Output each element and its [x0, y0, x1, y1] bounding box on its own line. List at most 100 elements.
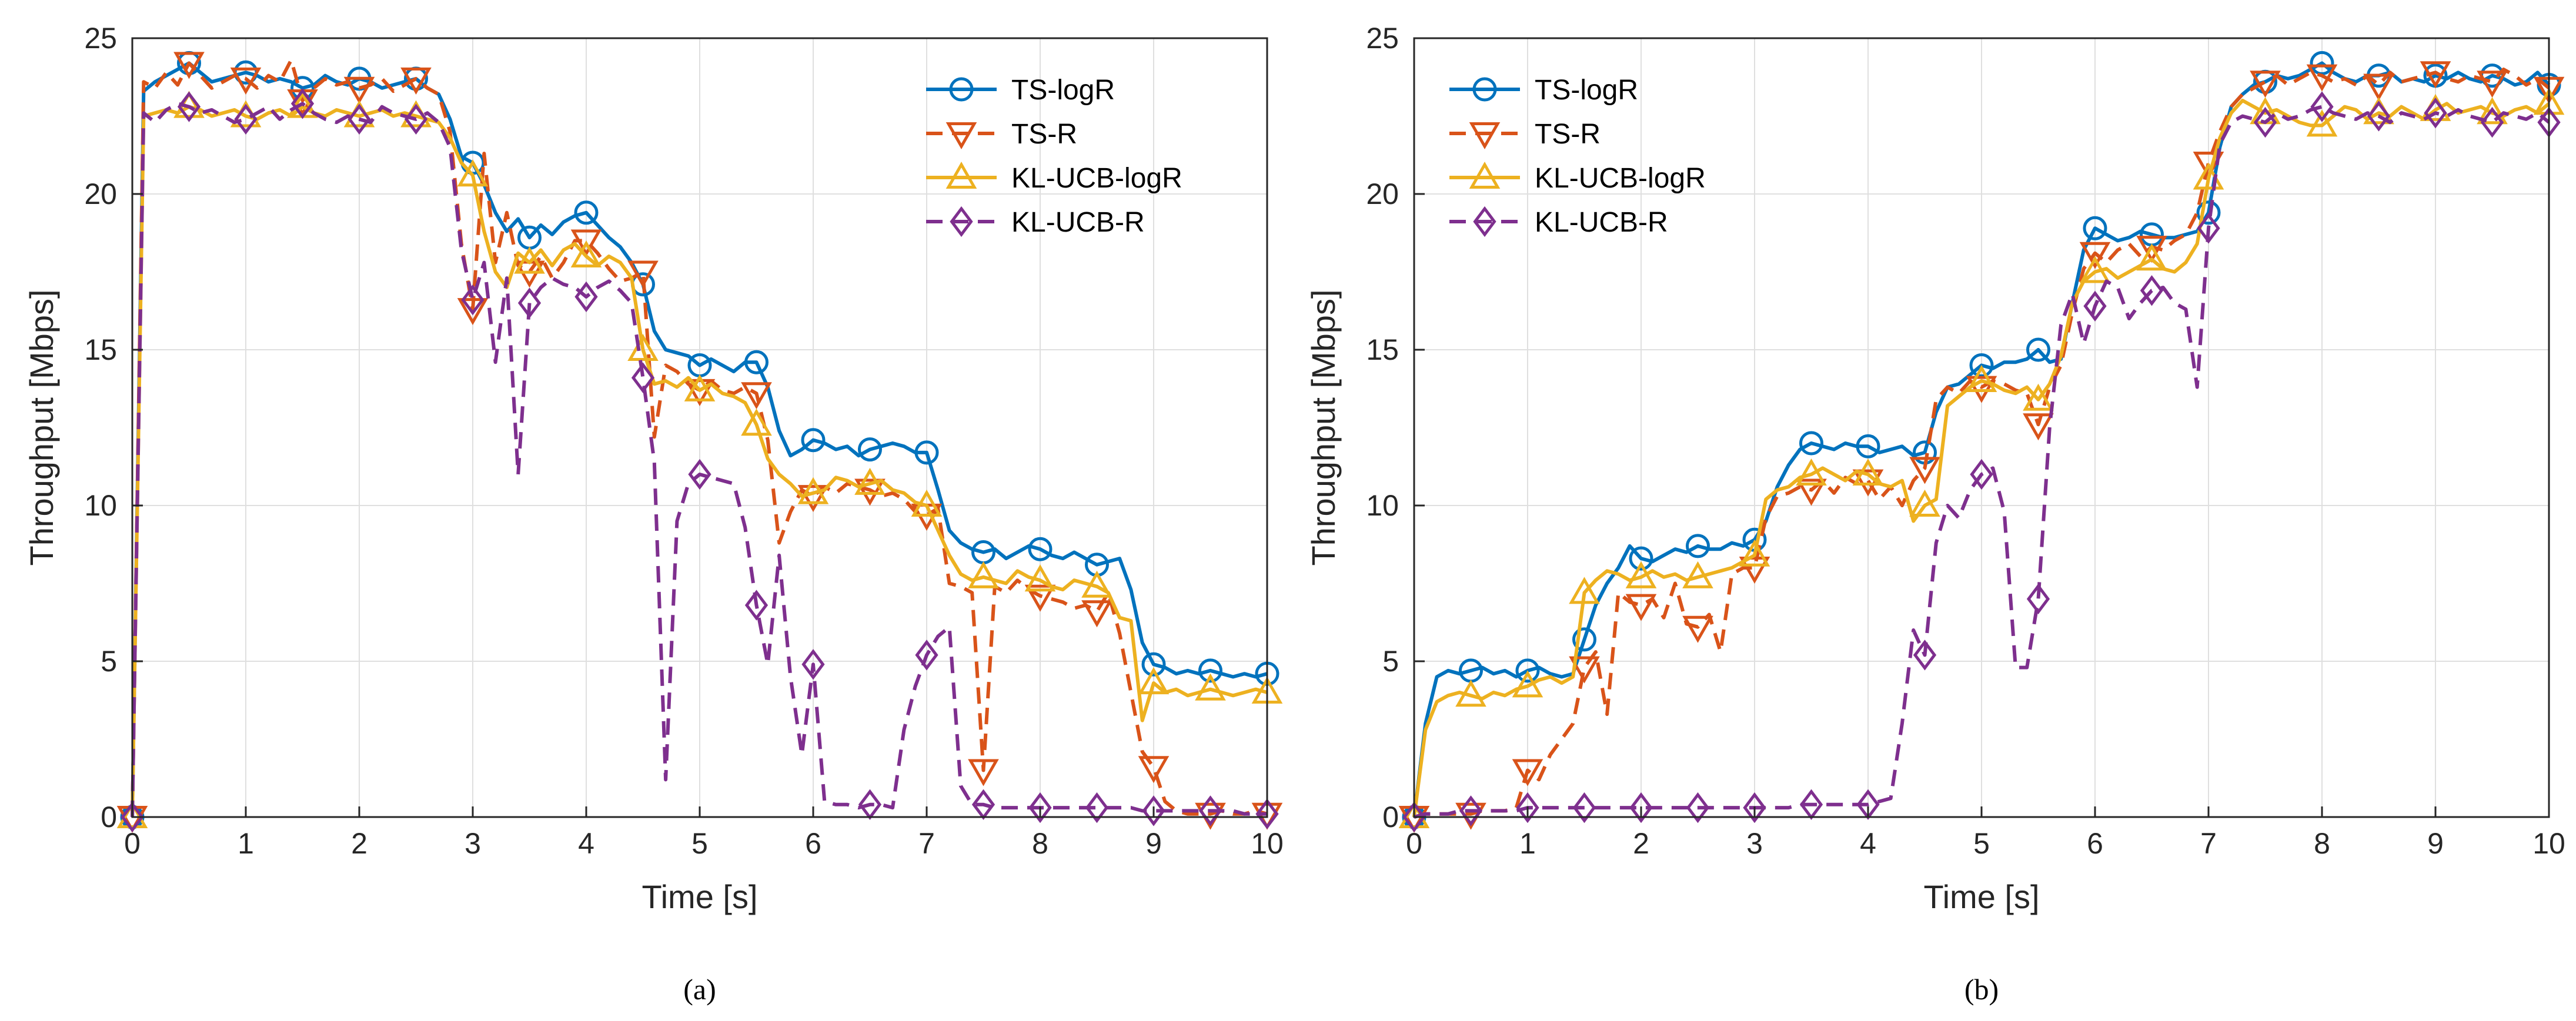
data-point-kl-ucb-r: [1572, 792, 1596, 824]
data-point-ts-logr: [858, 437, 882, 462]
legend-entry: KL-UCB-R: [1535, 207, 1668, 238]
data-point-kl-ucb-r: [2424, 98, 2447, 129]
data-point-kl-ucb-logr: [684, 374, 716, 401]
data-point-ts-logr: [2310, 51, 2334, 75]
data-point-ts-r: [2136, 236, 2167, 263]
x-tick-label: 7: [918, 827, 935, 860]
data-point-ts-r: [1024, 584, 1056, 612]
data-point-ts-logr: [574, 200, 599, 225]
data-point-ts-r: [1625, 594, 1657, 621]
y-tick-label: 20: [84, 178, 117, 210]
data-point-kl-ucb-r: [2480, 106, 2504, 138]
data-point-kl-ucb-logr: [627, 333, 659, 361]
data-point-ts-r: [854, 478, 886, 506]
data-point-kl-ucb-logr: [2136, 243, 2167, 271]
data-point-ts-logr: [914, 440, 939, 465]
data-point-kl-ucb-logr: [457, 159, 489, 187]
data-point-ts-r: [684, 379, 716, 406]
data-point-kl-ucb-logr: [1024, 564, 1056, 592]
data-point-kl-ucb-logr: [1682, 561, 1713, 588]
data-point-ts-r: [968, 759, 999, 786]
caption-b: (b): [1964, 973, 1999, 1006]
series-line-kl-ucb-logr: [131, 105, 1268, 818]
data-point-ts-r: [230, 67, 262, 95]
series-line-ts-logr: [131, 61, 1268, 818]
data-point-kl-ucb-logr: [1569, 577, 1600, 604]
y-tick-label: 5: [101, 645, 117, 678]
x-tick-label: 8: [2314, 827, 2330, 860]
x-tick-label: 2: [351, 827, 367, 860]
caption-a: (a): [683, 973, 716, 1006]
data-point-ts-logr: [1198, 658, 1222, 683]
data-point-ts-r: [1909, 457, 1940, 484]
legend-marker: [1472, 77, 1497, 102]
data-point-kl-ucb-r: [915, 640, 938, 671]
data-point-ts-r: [741, 382, 772, 410]
x-tick-label: 10: [1251, 827, 1284, 860]
data-point-kl-ucb-r: [2026, 583, 2050, 615]
data-point-kl-ucb-r: [290, 88, 315, 119]
x-tick-label: 9: [1145, 827, 1162, 860]
series-line-kl-ucb-r: [1414, 105, 2550, 819]
series-line-ts-r: [1414, 68, 2550, 819]
series-group-a: [116, 51, 1283, 833]
data-point-kl-ucb-logr: [1455, 679, 1486, 707]
x-tick-label: 0: [124, 827, 141, 860]
data-point-kl-ucb-r: [631, 362, 655, 393]
legend-marker: [1473, 206, 1496, 237]
data-point-kl-ucb-r: [2367, 101, 2391, 132]
data-point-ts-r: [570, 229, 602, 257]
data-point-ts-r: [1852, 469, 1884, 497]
ticks-b: 0 1 2 3 4 5 6 7 8 9 10 0 5 10 15 20 25: [1366, 22, 2565, 860]
y-tick-label: 0: [1382, 801, 1399, 833]
data-point-ts-r: [1512, 759, 1543, 786]
data-point-ts-r: [1796, 478, 1827, 506]
data-point-kl-ucb-r: [1743, 792, 1766, 824]
y-tick-label: 10: [1366, 489, 1399, 522]
x-tick-label: 9: [2427, 827, 2444, 860]
data-point-ts-r: [2420, 61, 2451, 89]
data-point-ts-r: [2023, 413, 2054, 441]
data-point-kl-ucb-r: [2310, 91, 2334, 122]
data-point-ts-r: [2306, 64, 2338, 92]
x-tick-label: 6: [2087, 827, 2103, 860]
data-point-kl-ucb-r: [1686, 792, 1710, 824]
legend-marker: [949, 77, 974, 102]
x-tick-label: 2: [1633, 827, 1649, 860]
data-point-kl-ucb-logr: [1138, 667, 1170, 695]
data-point-kl-ucb-r: [1198, 795, 1222, 826]
data-point-kl-ucb-r: [2253, 106, 2277, 138]
data-point-ts-logr: [1686, 534, 1710, 558]
data-point-ts-r: [343, 76, 375, 104]
x-tick-label: 3: [1746, 827, 1763, 860]
legend-marker: [945, 161, 977, 189]
x-tick-label: 1: [238, 827, 254, 860]
x-tick-label: 3: [465, 827, 481, 860]
y-tick-label: 15: [1366, 333, 1399, 366]
data-point-kl-ucb-logr: [570, 240, 602, 267]
data-point-kl-ucb-r: [1913, 640, 1937, 671]
legend-entry: TS-logR: [1535, 75, 1638, 106]
data-point-kl-ucb-logr: [1739, 539, 1770, 567]
data-point-ts-logr: [1629, 546, 1653, 571]
data-point-ts-logr: [744, 350, 769, 374]
data-point-ts-r: [1138, 756, 1170, 784]
x-tick-label: 1: [1519, 827, 1536, 860]
series-line-kl-ucb-r: [131, 102, 1267, 818]
x-tick-label: 5: [691, 827, 708, 860]
legend-entry: KL-UCB-R: [1011, 207, 1145, 238]
legend-entry: TS-logR: [1011, 75, 1115, 106]
data-point-kl-ucb-logr: [1796, 458, 1827, 486]
data-point-kl-ucb-r: [801, 649, 825, 680]
data-point-ts-r: [2079, 242, 2111, 269]
data-point-ts-logr: [1969, 353, 1994, 377]
data-point-kl-ucb-logr: [1195, 673, 1226, 701]
legend-b: TS-logR TS-R KL-UCB-logR KL-UCB-R: [1449, 75, 1706, 238]
data-point-ts-logr: [1028, 537, 1053, 561]
data-point-ts-logr: [2196, 200, 2221, 225]
series-line-kl-ucb-logr: [1412, 99, 2550, 818]
legend-entry: TS-R: [1011, 119, 1077, 150]
data-point-kl-ucb-logr: [1512, 670, 1543, 698]
x-tick-label: 6: [805, 827, 821, 860]
